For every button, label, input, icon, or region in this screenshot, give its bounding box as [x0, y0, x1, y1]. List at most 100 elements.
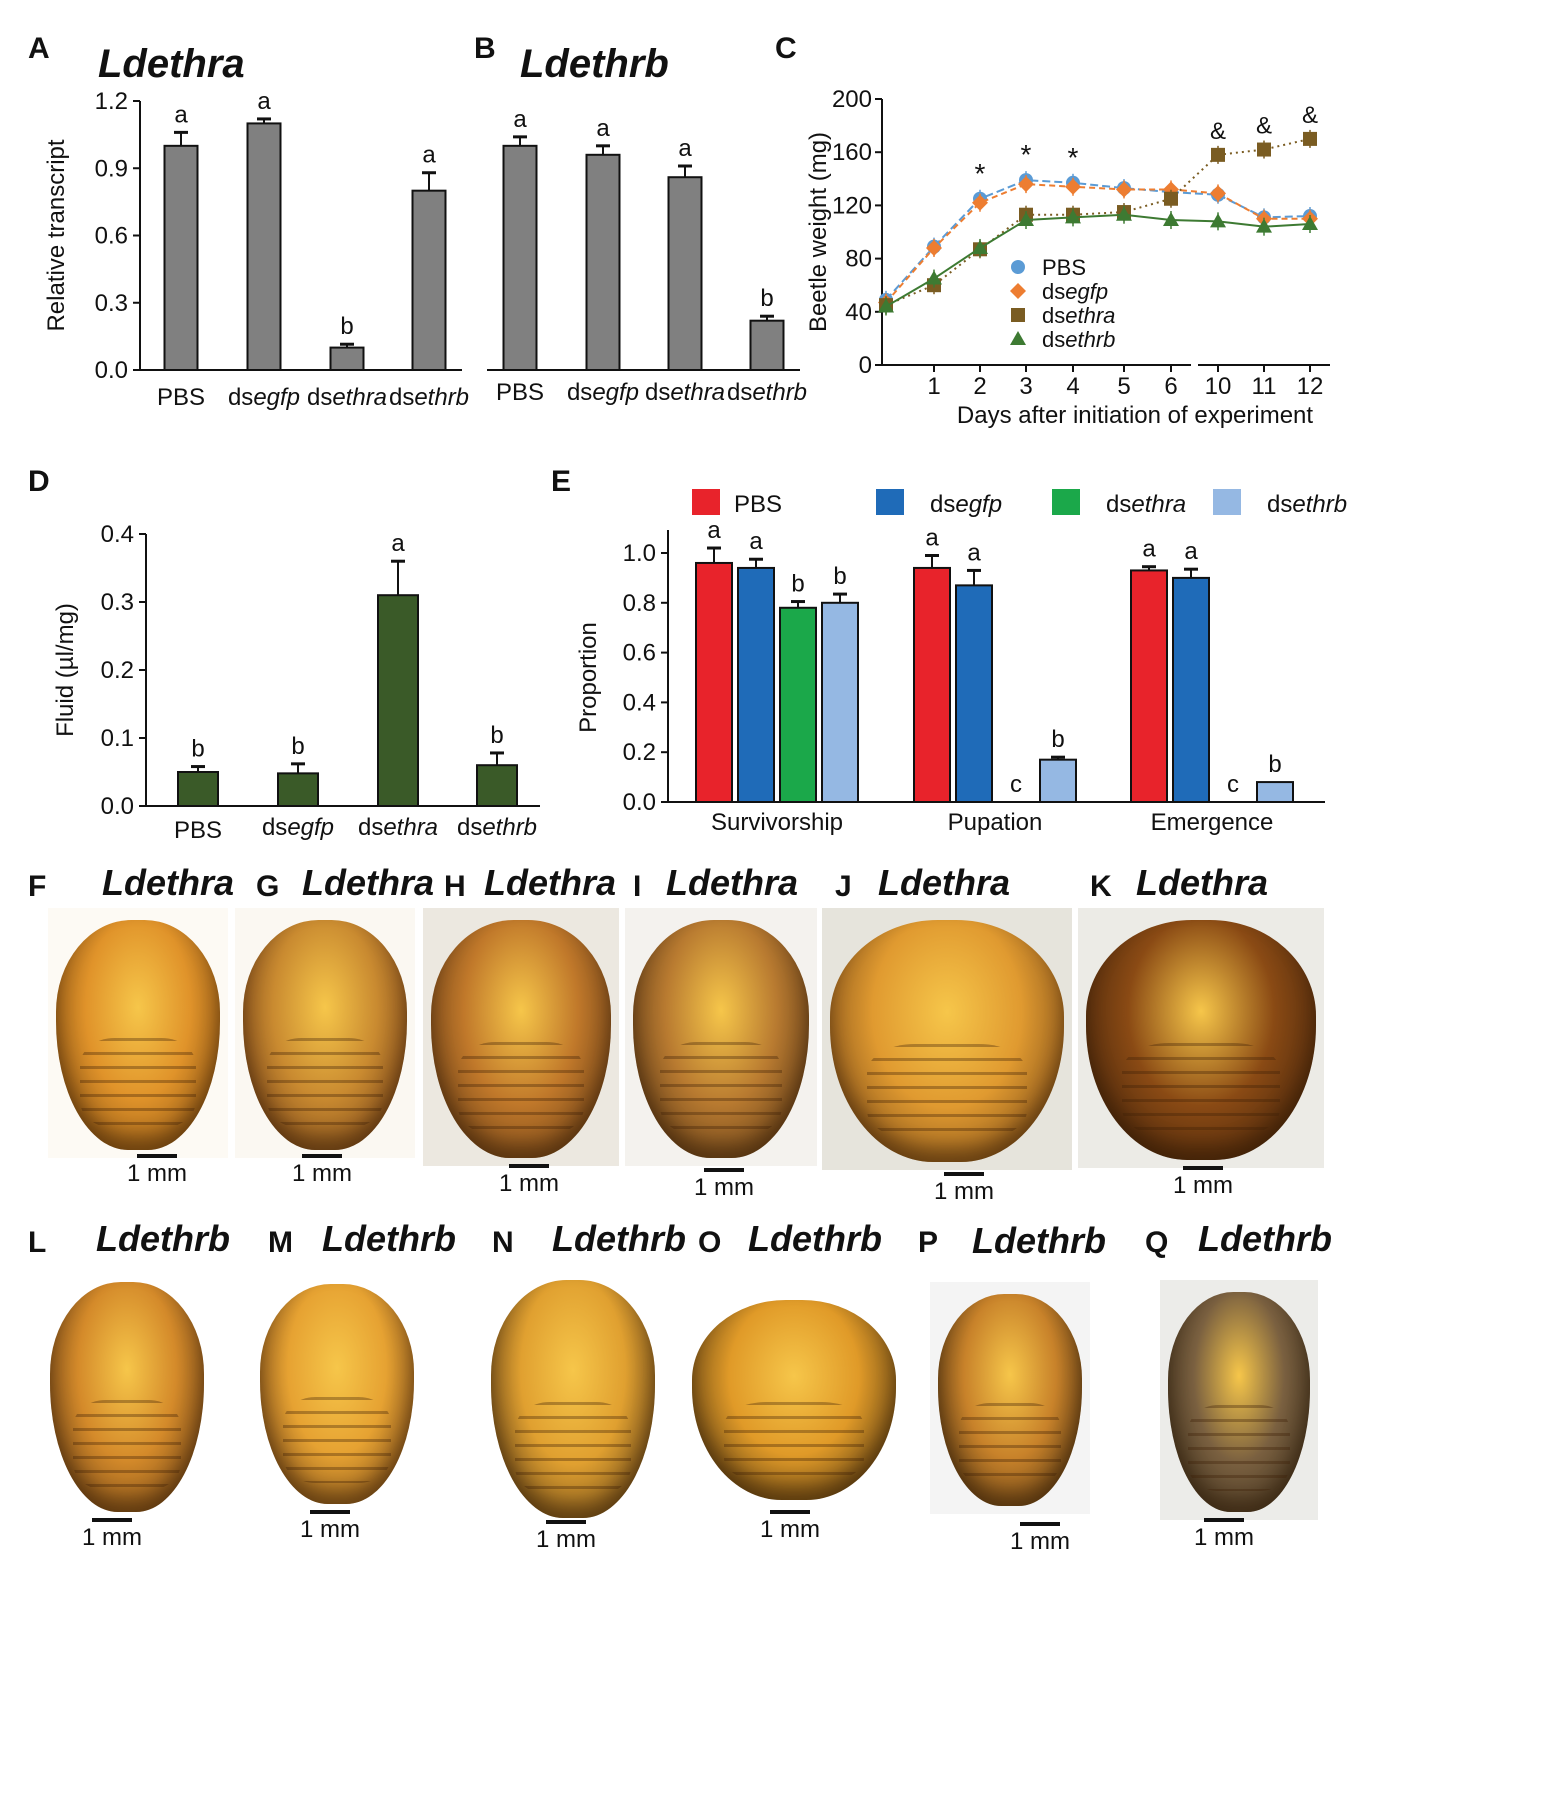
panel-letter-k: K [1090, 870, 1112, 903]
chart-a-ytick-label: 0.0 [95, 357, 128, 384]
chart-e-bar [737, 566, 775, 803]
chart-c-point [972, 239, 988, 254]
chart-c-ytick-label: 200 [832, 86, 872, 113]
pupa-body [431, 920, 611, 1158]
chart-c-ytick-label: 0 [859, 352, 872, 379]
chart-a-letter: a [422, 142, 436, 169]
chart-d-bar [377, 594, 419, 808]
chart-c-point [1256, 218, 1272, 233]
pupa-segments [867, 1044, 1027, 1139]
photo-title: Ldethrb [748, 1218, 882, 1259]
chart-e-letter: b [791, 571, 804, 598]
scale-bar-label: 1 mm [934, 1178, 994, 1205]
pupa-photo [252, 1272, 422, 1512]
chart-c-annotation: * [1021, 139, 1032, 170]
pupa-photo [42, 1270, 212, 1520]
scale-bar-line [302, 1154, 342, 1158]
pupa-segments [267, 1038, 383, 1128]
pupa-segments [958, 1402, 1062, 1487]
chart-b-letter: a [678, 135, 692, 162]
chart-a-ytick-label: 0.6 [95, 223, 128, 250]
scale-bar-label: 1 mm [292, 1160, 352, 1187]
chart-d-letter: b [191, 736, 204, 763]
pupa-photo [684, 1288, 904, 1508]
pupa-photo [625, 908, 817, 1166]
chart-c-legend-marker [1011, 308, 1025, 322]
chart-e-ylabel: Proportion [575, 622, 602, 733]
chart-c-point [1210, 185, 1226, 202]
chart-c-legend-marker [1010, 331, 1026, 345]
panel-letter-a: A [28, 32, 50, 65]
chart-c-point [1302, 216, 1318, 231]
chart-c-xtick-label: 11 [1252, 373, 1277, 400]
pupa-segments [1122, 1043, 1280, 1137]
pupa-body [938, 1294, 1082, 1506]
chart-a-ylabel: Relative transcript [43, 139, 70, 331]
panel-letter-b: B [474, 32, 496, 65]
chart-e-ytick-label: 0.6 [623, 640, 656, 667]
chart-c-ytick-label: 120 [832, 192, 872, 219]
chart-c-point [1163, 212, 1179, 227]
chart-e-letter: b [1051, 726, 1064, 753]
pupa-body [56, 920, 220, 1150]
chart-b-category-label: PBS [496, 379, 544, 406]
chart-e-legend-label: dsethra [1106, 491, 1186, 518]
chart-e-ytick-label: 0.0 [623, 789, 656, 816]
pupa-segments [72, 1400, 182, 1490]
chart-e-category-label: Pupation [948, 809, 1043, 836]
chart-d-category-label: dsethrb [457, 814, 537, 841]
chart-c-point [1018, 212, 1034, 227]
photo-title: Ldethrb [1198, 1218, 1332, 1259]
photo-title: Ldethra [666, 862, 799, 903]
chart-e-letter: b [1268, 751, 1281, 778]
chart-c-point [1116, 206, 1132, 221]
scale-bar-label: 1 mm [82, 1524, 142, 1551]
chart-c-annotation: & [1210, 118, 1226, 145]
pupa-segments [723, 1402, 865, 1482]
chart-e-letter: a [925, 524, 939, 551]
scale-bar-line [1204, 1518, 1244, 1522]
chart-a-bar [246, 122, 282, 371]
photo-title: Ldethra [484, 862, 617, 903]
panel-letter-q: Q [1145, 1226, 1169, 1259]
chart-d-category-label: PBS [174, 817, 222, 844]
chart-b-letter: b [760, 285, 773, 312]
chart-b-category-label: dsethra [645, 379, 725, 406]
scale-bar-line [1020, 1522, 1060, 1526]
chart-c-point [1303, 131, 1317, 146]
chart-c-annotation: & [1256, 113, 1272, 140]
chart-e-legend-label: dsethrb [1267, 491, 1347, 518]
chart-d-bar [177, 771, 219, 807]
scale-bar: 1 mm [290, 1510, 370, 1544]
chart-e-ytick-label: 0.2 [623, 739, 656, 766]
chart-a-title: Ldethra [98, 42, 245, 86]
photo-title: Ldethra [102, 862, 235, 903]
scale-bar-label: 1 mm [536, 1526, 596, 1553]
scale-bar-label: 1 mm [300, 1516, 360, 1543]
chart-c-legend-marker [1010, 283, 1026, 299]
pupa-body [491, 1280, 655, 1518]
chart-d-ylabel: Fluid (µl/mg) [52, 603, 79, 737]
panel-letter-l: L [28, 1226, 47, 1259]
chart-e-bar [779, 606, 817, 804]
chart-c-annotation: * [975, 158, 986, 189]
photo-title: Ldethra [878, 862, 1011, 903]
chart-c-xtick-label: 4 [1066, 373, 1079, 400]
chart-e-legend-swatch [1052, 489, 1080, 515]
scale-bar: 1 mm [924, 1172, 1004, 1206]
chart-c-ylabel: Beetle weight (mg) [805, 132, 832, 332]
chart-c-legend-label: dsegfp [1042, 279, 1108, 304]
chart-c-point [972, 194, 988, 211]
chart-a-category-label: PBS [157, 384, 205, 411]
scale-bar: 1 mm [1163, 1166, 1243, 1200]
chart-e-legend-swatch [1213, 489, 1241, 515]
pupa-body [50, 1282, 204, 1512]
chart-a-ytick-label: 0.9 [95, 155, 128, 182]
pupa-photo [1078, 908, 1324, 1168]
scale-bar: 1 mm [750, 1510, 830, 1544]
chart-d-letter: b [490, 722, 503, 749]
scale-bar-line [770, 1510, 810, 1514]
chart-c-xtick-label: 3 [1019, 373, 1032, 400]
chart-b-category-label: dsegfp [567, 379, 639, 406]
chart-e-letter: c [1010, 771, 1022, 798]
